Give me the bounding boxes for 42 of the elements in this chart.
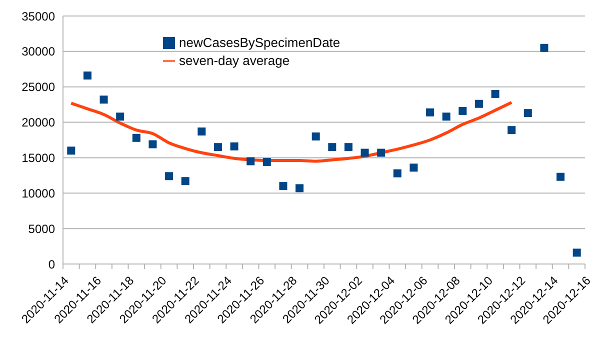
- point: [312, 132, 320, 140]
- point: [230, 142, 238, 150]
- point: [458, 106, 467, 115]
- point: [83, 72, 92, 80]
- point: [360, 148, 369, 157]
- point: [556, 172, 565, 181]
- point: [165, 172, 174, 180]
- y-tick-label: 15000: [22, 150, 56, 165]
- y-tick-label: 5000: [28, 222, 56, 236]
- point: [524, 109, 532, 118]
- point: [116, 112, 124, 121]
- point: [508, 126, 516, 134]
- point: [426, 108, 434, 116]
- y-tick-label: 25000: [22, 80, 56, 94]
- legend-label: newCasesBySpecimenDate: [179, 35, 340, 50]
- point: [344, 143, 352, 152]
- point: [279, 182, 288, 190]
- point: [474, 100, 483, 108]
- point: [540, 44, 548, 52]
- point: [132, 134, 140, 142]
- point: [393, 169, 402, 178]
- y-tick-label: 20000: [22, 116, 56, 130]
- point: [198, 127, 206, 136]
- point: [296, 184, 304, 192]
- point: [67, 146, 76, 155]
- point: [410, 164, 418, 172]
- point: [442, 112, 450, 121]
- point: [328, 143, 336, 152]
- y-tick-label: 35000: [22, 9, 56, 24]
- point: [100, 96, 108, 104]
- y-tick-label: 10000: [22, 186, 56, 200]
- point: [246, 157, 255, 166]
- point: [181, 177, 190, 186]
- point: [572, 248, 581, 257]
- y-tick-label: 30000: [22, 44, 56, 59]
- point: [377, 148, 386, 157]
- legend-label: seven-day average: [179, 53, 290, 68]
- point: [214, 143, 222, 152]
- point: [262, 158, 271, 166]
- point: [491, 90, 500, 98]
- y-tick-label: 0: [48, 257, 56, 272]
- point: [148, 140, 157, 148]
